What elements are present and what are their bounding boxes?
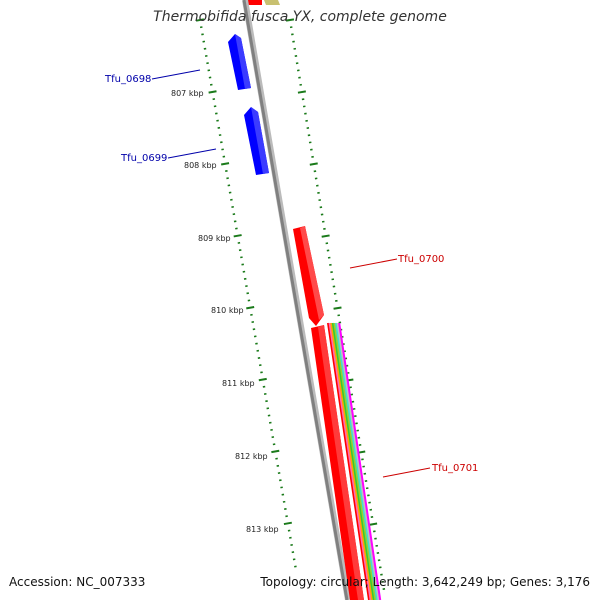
major-tick <box>246 305 255 310</box>
major-tick <box>258 377 267 382</box>
major-tick <box>297 90 306 94</box>
major-tick <box>321 234 330 238</box>
major-tick <box>369 522 378 526</box>
major-tick <box>333 306 342 310</box>
major-tick <box>208 90 217 94</box>
gene-tfu-0698[interactable] <box>228 34 251 90</box>
accession-text: Accession: NC_007333 <box>9 575 146 589</box>
topology-text: Topology: circular; Length: 3,642,249 bp… <box>260 575 590 589</box>
major-tick <box>309 162 318 166</box>
gene-label-tfu-0698[interactable]: Tfu_0698 <box>104 74 151 85</box>
gene-tfu-0699[interactable] <box>244 107 269 175</box>
gene-label-tfu-0700[interactable]: Tfu_0700 <box>397 254 444 265</box>
scale-label-813: 813 kbp <box>246 525 279 534</box>
previous-gene-olive-stub[interactable] <box>264 0 280 5</box>
gene-tfu-0700[interactable] <box>293 226 324 326</box>
right-tick-track <box>285 18 386 590</box>
major-tick <box>233 234 242 238</box>
gene-label-leader-tfu-0698 <box>151 69 201 80</box>
gene-tfu-0701-feature-tracks <box>327 322 382 600</box>
feature-track-line <box>335 322 378 600</box>
gene-label-tfu-0699[interactable]: Tfu_0699 <box>120 153 167 164</box>
feature-track-line <box>327 322 370 600</box>
scale-label-808: 808 kbp <box>184 161 217 170</box>
major-tick <box>283 521 292 526</box>
scale-label-812: 812 kbp <box>235 452 268 461</box>
gene-label-leader-tfu-0701 <box>382 467 431 478</box>
gene-label-tfu-0701[interactable]: Tfu_0701 <box>431 463 478 474</box>
feature-track-line <box>338 322 382 600</box>
major-tick <box>285 18 295 22</box>
feature-track-line <box>336 322 380 600</box>
scale-label-810: 810 kbp <box>211 306 244 315</box>
feature-track-line <box>333 322 377 600</box>
gene-tfu-0701[interactable] <box>311 325 364 600</box>
major-tick <box>271 449 280 454</box>
feature-track-line <box>331 322 375 600</box>
gene-label-leader-tfu-0699 <box>167 148 217 159</box>
major-tick <box>220 162 230 166</box>
feature-track-line <box>328 322 372 600</box>
scale-label-811: 811 kbp <box>222 379 255 388</box>
map-title: Thermobifida fusca YX, complete genome <box>153 9 447 25</box>
scale-label-807: 807 kbp <box>171 89 204 98</box>
gene-label-leader-tfu-0700 <box>349 258 398 269</box>
previous-gene-red-stub[interactable] <box>246 0 262 5</box>
scale-label-809: 809 kbp <box>198 234 231 243</box>
major-tick <box>195 18 205 22</box>
genome-backbone <box>242 0 349 600</box>
feature-track-line <box>330 322 374 600</box>
left-tick-track <box>195 18 297 568</box>
